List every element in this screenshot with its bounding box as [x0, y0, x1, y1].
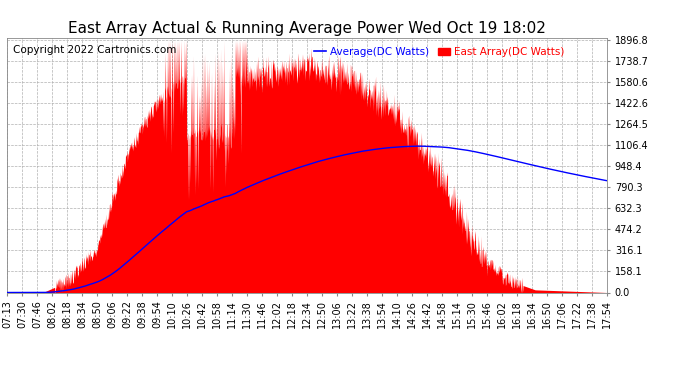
Legend: Average(DC Watts), East Array(DC Watts): Average(DC Watts), East Array(DC Watts) — [309, 43, 569, 61]
Title: East Array Actual & Running Average Power Wed Oct 19 18:02: East Array Actual & Running Average Powe… — [68, 21, 546, 36]
Text: Copyright 2022 Cartronics.com: Copyright 2022 Cartronics.com — [13, 45, 176, 55]
